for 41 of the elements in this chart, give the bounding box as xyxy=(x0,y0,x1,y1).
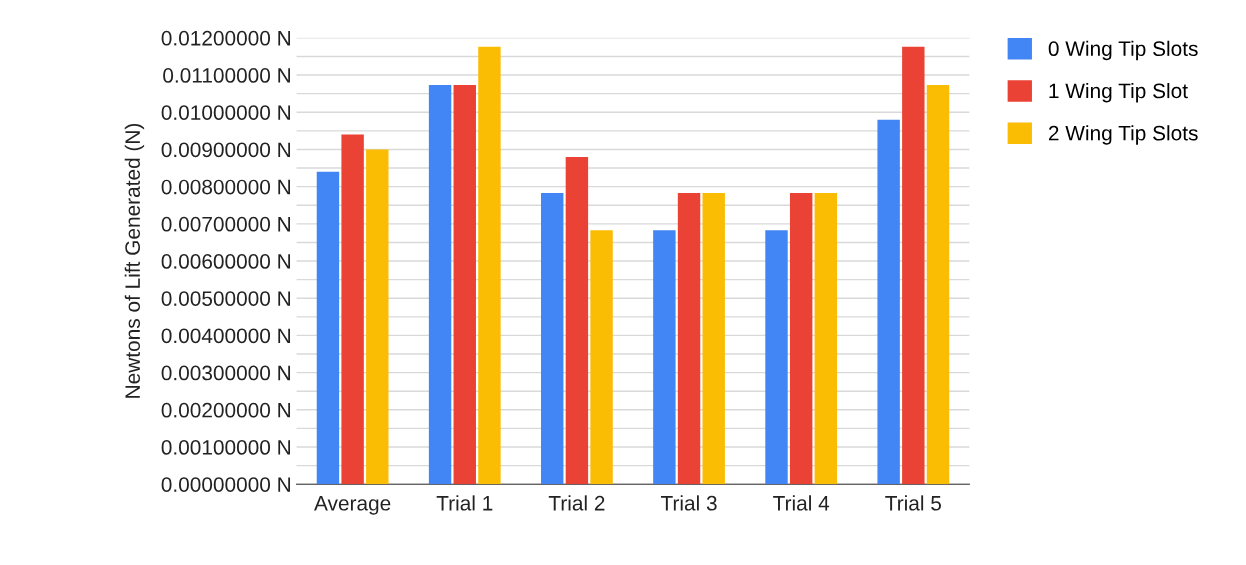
bar xyxy=(366,149,389,485)
bar xyxy=(814,192,838,485)
bar xyxy=(590,230,613,485)
y-tick-label: 0.00000000 N xyxy=(161,477,290,492)
bar xyxy=(765,230,788,485)
x-tick-label: Trial 4 xyxy=(773,495,830,511)
y-tick-label: 0.00200000 N xyxy=(161,402,290,418)
legend-label: 1 Wing Tip Slot xyxy=(1049,82,1188,103)
bar xyxy=(902,46,925,485)
x-tick-label: Trial 2 xyxy=(548,495,605,511)
y-axis-title: Newtons of Lift Generated (N) xyxy=(124,123,145,398)
bar xyxy=(478,46,501,485)
y-tick-label: 0.00800000 N xyxy=(161,179,290,195)
bar xyxy=(341,134,364,485)
y-tick-label: 0.00100000 N xyxy=(161,440,290,455)
bar xyxy=(453,85,476,485)
y-tick-label: 0.01000000 N xyxy=(161,105,290,120)
legend-label: 0 Wing Tip Slots xyxy=(1048,40,1198,61)
bar xyxy=(677,192,701,485)
bar xyxy=(877,119,900,485)
y-tick-label: 0.00400000 N xyxy=(161,328,290,344)
y-tick-label: 0.00300000 N xyxy=(161,365,290,381)
x-tick-label: Trial 3 xyxy=(660,495,717,511)
y-tick-label: 0.00900000 N xyxy=(161,142,290,158)
bar xyxy=(926,85,950,485)
y-tick-label: 0.00700000 N xyxy=(161,216,290,232)
bar xyxy=(316,171,340,485)
y-tick-label: 0.00600000 N xyxy=(161,254,290,269)
bar xyxy=(789,192,813,485)
y-tick-label: 0.01200000 N xyxy=(161,30,290,46)
bar xyxy=(428,85,452,485)
bar xyxy=(541,192,564,485)
y-tick-label: 0.01100000 N xyxy=(163,68,290,83)
y-tick-label: 0.00500000 N xyxy=(161,291,290,306)
bar xyxy=(702,192,725,485)
bar xyxy=(565,156,589,485)
legend-label: 2 Wing Tip Slots xyxy=(1048,125,1198,145)
x-tick-label: Trial 5 xyxy=(885,495,941,511)
x-tick-label: Average xyxy=(314,496,391,515)
x-tick-label: Trial 1 xyxy=(436,495,493,511)
bar xyxy=(653,230,676,485)
